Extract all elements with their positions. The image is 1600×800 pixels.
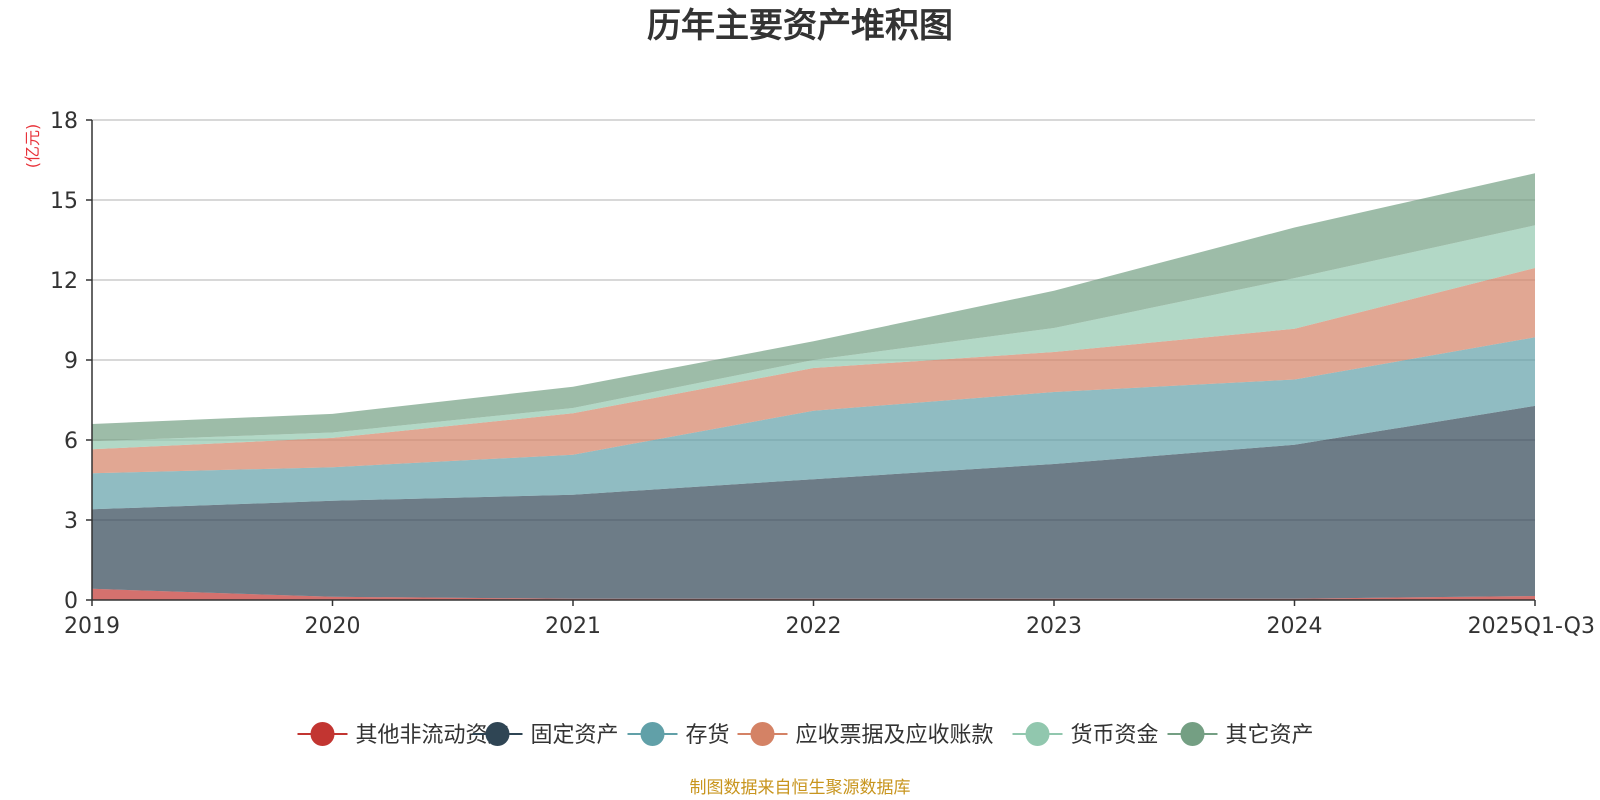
y-tick-label: 3 [64, 509, 78, 534]
axes: 0 3 6 9 12 15 18 2019 2020 2021 2022 2023 2024 2025Q1… [50, 109, 1595, 639]
x-tick-label: 2021 [545, 614, 601, 639]
legend-marker-icon [750, 722, 775, 746]
y-tick-label: 15 [50, 189, 78, 214]
legend-label: 应收票据及应收账款 [796, 723, 994, 748]
legend-item-6[interactable]: 其它资产 [1167, 722, 1314, 748]
y-tick-label: 12 [50, 269, 78, 294]
legend[interactable]: 其他非流动资产 固定资产 存货 应收票据及应收账款 货币资金 其它资产 [297, 722, 1314, 748]
chart-title: 历年主要资产堆积图 [647, 6, 953, 46]
legend-item-3[interactable]: 存货 [627, 722, 730, 748]
legend-label: 其它资产 [1226, 723, 1314, 748]
legend-label: 存货 [686, 723, 730, 748]
area-series-group [92, 173, 1535, 600]
legend-marker-icon [310, 722, 335, 746]
legend-item-4[interactable]: 应收票据及应收账款 [737, 722, 994, 748]
legend-marker-icon [640, 722, 665, 746]
y-tick-label: 6 [64, 429, 78, 454]
data-source-note: 制图数据来自恒生聚源数据库 [690, 778, 911, 798]
legend-label: 货币资金 [1071, 723, 1159, 748]
legend-item-2[interactable]: 固定资产 [472, 722, 619, 748]
legend-label: 固定资产 [531, 723, 619, 748]
x-tick-label: 2024 [1267, 614, 1323, 639]
legend-label: 其他非流动资产 [356, 723, 510, 748]
y-axis-unit-label: (亿元) [23, 124, 42, 169]
legend-item-1[interactable]: 其他非流动资产 [297, 722, 510, 748]
y-tick-label: 18 [50, 109, 78, 134]
x-tick-label: 2019 [64, 614, 120, 639]
legend-marker-icon [1025, 722, 1050, 746]
area-series-2 [92, 405, 1535, 599]
area-series-4 [92, 268, 1535, 474]
x-tick-label: 2025Q1-Q3 [1468, 614, 1595, 639]
x-tick-label: 2022 [786, 614, 842, 639]
legend-marker-icon [1180, 722, 1205, 746]
area-series-1 [92, 588, 1535, 600]
legend-marker-icon [485, 722, 510, 746]
y-tick-label: 9 [64, 349, 78, 374]
y-tick-label: 0 [64, 589, 78, 614]
legend-item-5[interactable]: 货币资金 [1012, 722, 1159, 748]
x-tick-label: 2023 [1026, 614, 1082, 639]
area-series-3 [92, 337, 1535, 510]
x-tick-label: 2020 [305, 614, 361, 639]
